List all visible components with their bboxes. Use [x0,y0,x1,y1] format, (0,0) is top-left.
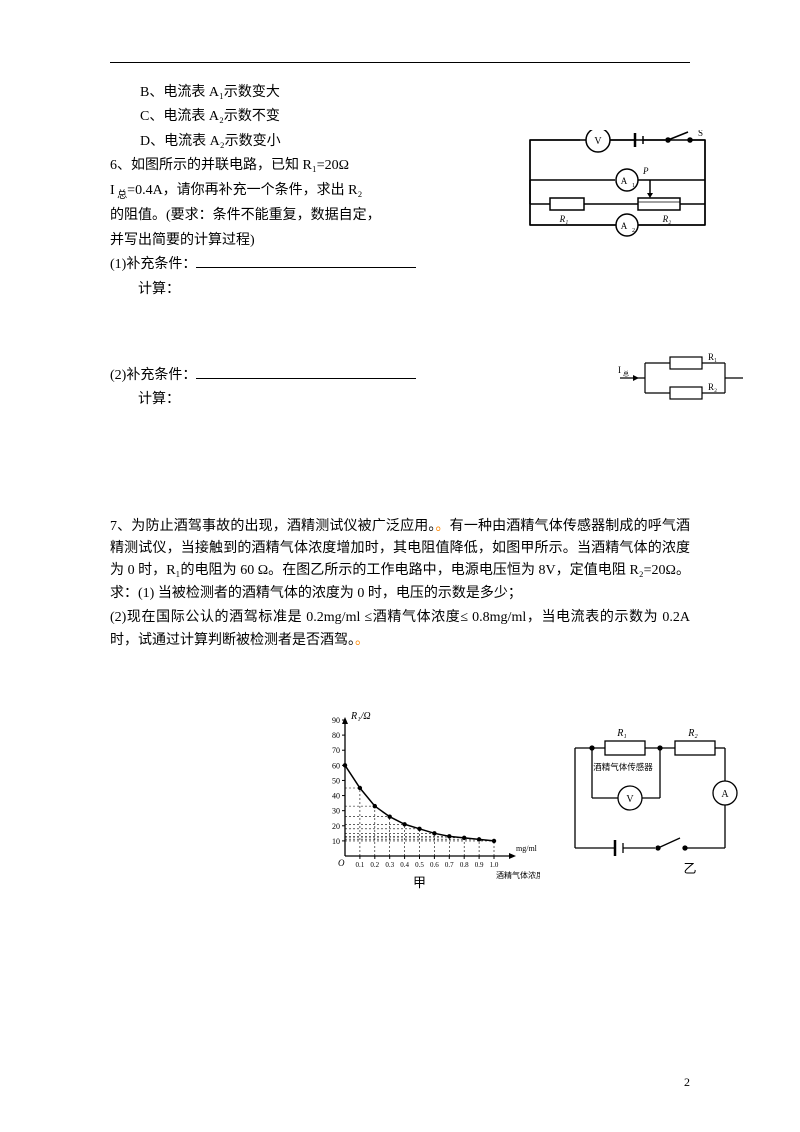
q6-sup2-label: (2)补充条件： [110,368,196,383]
svg-text:I: I [618,365,621,375]
svg-text:R₂: R₂ [708,382,717,392]
svg-text:甲: 甲 [413,875,426,890]
svg-text:S: S [698,130,703,138]
page-number: 2 [684,1073,690,1092]
blank-2[interactable] [196,365,416,379]
header-rule [110,62,690,63]
svg-text:A: A [721,789,729,800]
svg-text:V: V [594,136,602,147]
svg-text:A: A [621,221,628,231]
accent-dot-1: 。 [436,519,450,534]
svg-text:0.3: 0.3 [385,861,394,869]
svg-text:40: 40 [332,792,340,801]
svg-text:1.0: 1.0 [490,861,499,869]
q6-calc1: 计算： [138,279,690,301]
svg-text:10: 10 [332,837,340,846]
accent-dot-2: 。 [355,633,369,648]
svg-text:V: V [626,794,634,805]
svg-text:P: P [642,166,649,176]
blank-1[interactable] [196,254,416,268]
q6-sup2: (2)补充条件： [110,365,690,387]
svg-text:50: 50 [332,776,340,785]
q6-calc2: 计算： [138,389,690,411]
circuit-diagram-2: I 总 R₁ R₂ [615,348,745,408]
circuit-diagram-3: R₁ R₂ 酒精气体传感器 V A 乙 [560,728,740,878]
svg-text:R₁: R₁ [708,352,717,362]
svg-text:O: O [338,858,345,868]
svg-text:0.9: 0.9 [475,861,484,869]
svg-text:酒精气体传感器: 酒精气体传感器 [593,762,653,772]
svg-text:60: 60 [332,761,340,770]
circuit-diagram-1: V S A 1 P R₁ R₂ [520,130,720,240]
svg-text:90: 90 [332,716,340,725]
svg-text:80: 80 [332,731,340,740]
svg-text:20: 20 [332,822,340,831]
svg-text:酒精气体浓度: 酒精气体浓度 [496,870,540,880]
q7-p1a: 7、为防止酒驾事故的出现，酒精测试仪被广泛应用。 [110,519,436,534]
svg-text:0.2: 0.2 [370,861,379,869]
q7-p2-text: (2)现在国际公认的酒驾标准是 0.2mg/ml ≤酒精气体浓度≤ 0.8mg/… [110,610,690,647]
svg-text:0.4: 0.4 [400,861,409,869]
q6-sup1-label: (1)补充条件： [110,257,196,272]
q6-sup1: (1)补充条件： [110,254,690,276]
svg-text:0.6: 0.6 [430,861,439,869]
svg-text:1: 1 [632,183,635,189]
svg-text:A: A [621,176,628,186]
q7-p1: 7、为防止酒驾事故的出现，酒精测试仪被广泛应用。。有一种由酒精气体传感器制成的呼… [110,516,690,606]
svg-text:0.1: 0.1 [356,861,365,869]
svg-text:R₂: R₂ [662,214,672,224]
svg-text:总: 总 [623,370,629,378]
svg-text:R₁: R₁ [616,728,627,739]
svg-text:R₁/Ω: R₁/Ω [350,711,371,722]
option-b: B、电流表 A₁示数变大 [140,82,690,104]
svg-text:30: 30 [332,807,340,816]
svg-text:0.5: 0.5 [415,861,424,869]
q7-p2: (2)现在国际公认的酒驾标准是 0.2mg/ml ≤酒精气体浓度≤ 0.8mg/… [110,607,690,652]
graph-chart: 10 20 30 40 50 60 70 80 90 0.1 0.2 0.3 0.4 0.5 0.6 0.7 0… [310,710,540,890]
svg-text:0.8: 0.8 [460,861,469,869]
svg-text:乙: 乙 [683,861,696,876]
svg-text:70: 70 [332,746,340,755]
svg-text:0.7: 0.7 [445,861,454,869]
q6-line2-sub: 总 [115,189,128,200]
svg-text:2: 2 [632,228,635,234]
option-c: C、电流表 A₂示数不变 [140,106,690,128]
q6-line2b: =0.4A，请你再补充一个条件，求出 R₂ [127,183,362,198]
svg-text:R₁: R₁ [559,214,569,224]
svg-text:mg/ml: mg/ml [516,844,538,853]
svg-text:R₂: R₂ [687,728,698,739]
